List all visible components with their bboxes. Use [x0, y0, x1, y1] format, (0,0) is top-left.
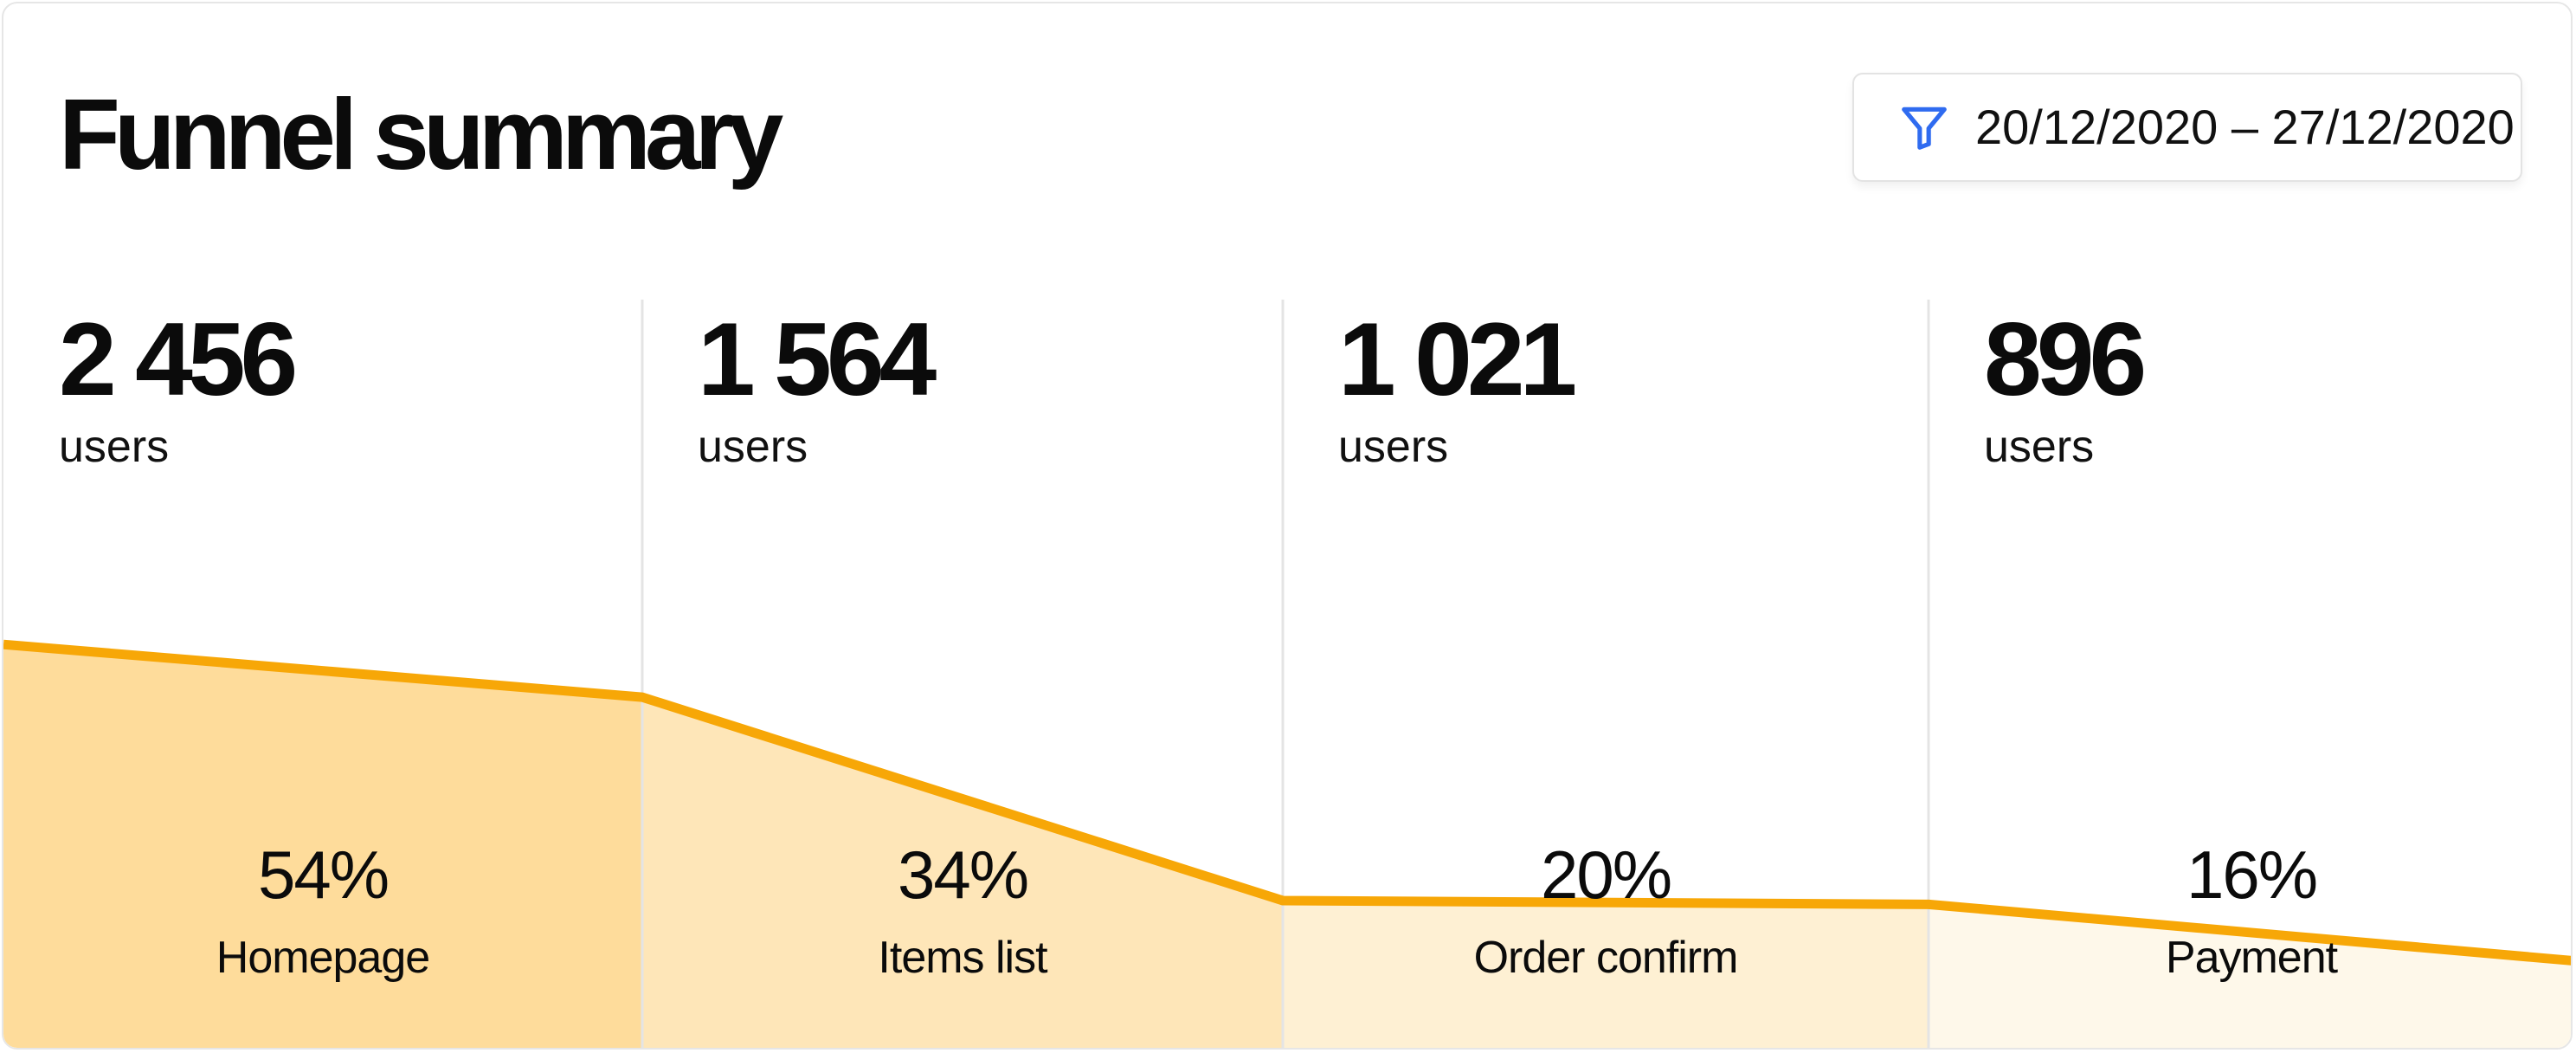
stage-user-unit: users — [698, 422, 808, 472]
funnel-stage-homepage: 2 456 users 54% Homepage — [3, 3, 642, 1048]
stage-user-unit: users — [59, 422, 170, 472]
funnel-series-line — [3, 639, 2571, 966]
stage-user-count: 1 564 — [698, 301, 937, 417]
funnel-chart — [3, 300, 2571, 1048]
stage-percent: 20% — [1540, 837, 1672, 913]
date-range-filter-button[interactable]: 20/12/2020 – 27/12/2020 — [1852, 73, 2522, 182]
funnel-area-segment — [3, 644, 642, 1048]
page-title: Funnel summary — [59, 78, 783, 191]
stage-user-count: 1 021 — [1338, 301, 1577, 417]
stage-user-count: 2 456 — [59, 301, 298, 417]
stage-percent: 54% — [257, 837, 390, 913]
stage-name: Items list — [878, 933, 1047, 983]
funnel-icon — [1902, 107, 1947, 150]
stage-user-count: 896 — [1984, 301, 2147, 417]
stage-percent: 16% — [2186, 837, 2318, 913]
stage-user-unit: users — [1984, 422, 2095, 472]
funnel-stage-order-confirm: 1 021 users 20% Order confirm — [1283, 3, 1929, 1048]
date-range-text: 20/12/2020 – 27/12/2020 — [1975, 100, 2515, 154]
funnel-stage-payment: 896 users 16% Payment — [1929, 3, 2571, 1048]
stage-name: Payment — [2165, 933, 2338, 983]
funnel-stage-items-list: 1 564 users 34% Items list — [642, 3, 1283, 1048]
stage-name: Order confirm — [1473, 933, 1739, 983]
stage-name: Homepage — [216, 933, 430, 983]
stage-user-unit: users — [1338, 422, 1449, 472]
funnel-area-segment — [642, 697, 1283, 1048]
funnel-area-segment — [1283, 901, 1929, 1048]
stage-percent: 34% — [897, 837, 1029, 913]
funnel-area-segment — [1929, 904, 2571, 1048]
